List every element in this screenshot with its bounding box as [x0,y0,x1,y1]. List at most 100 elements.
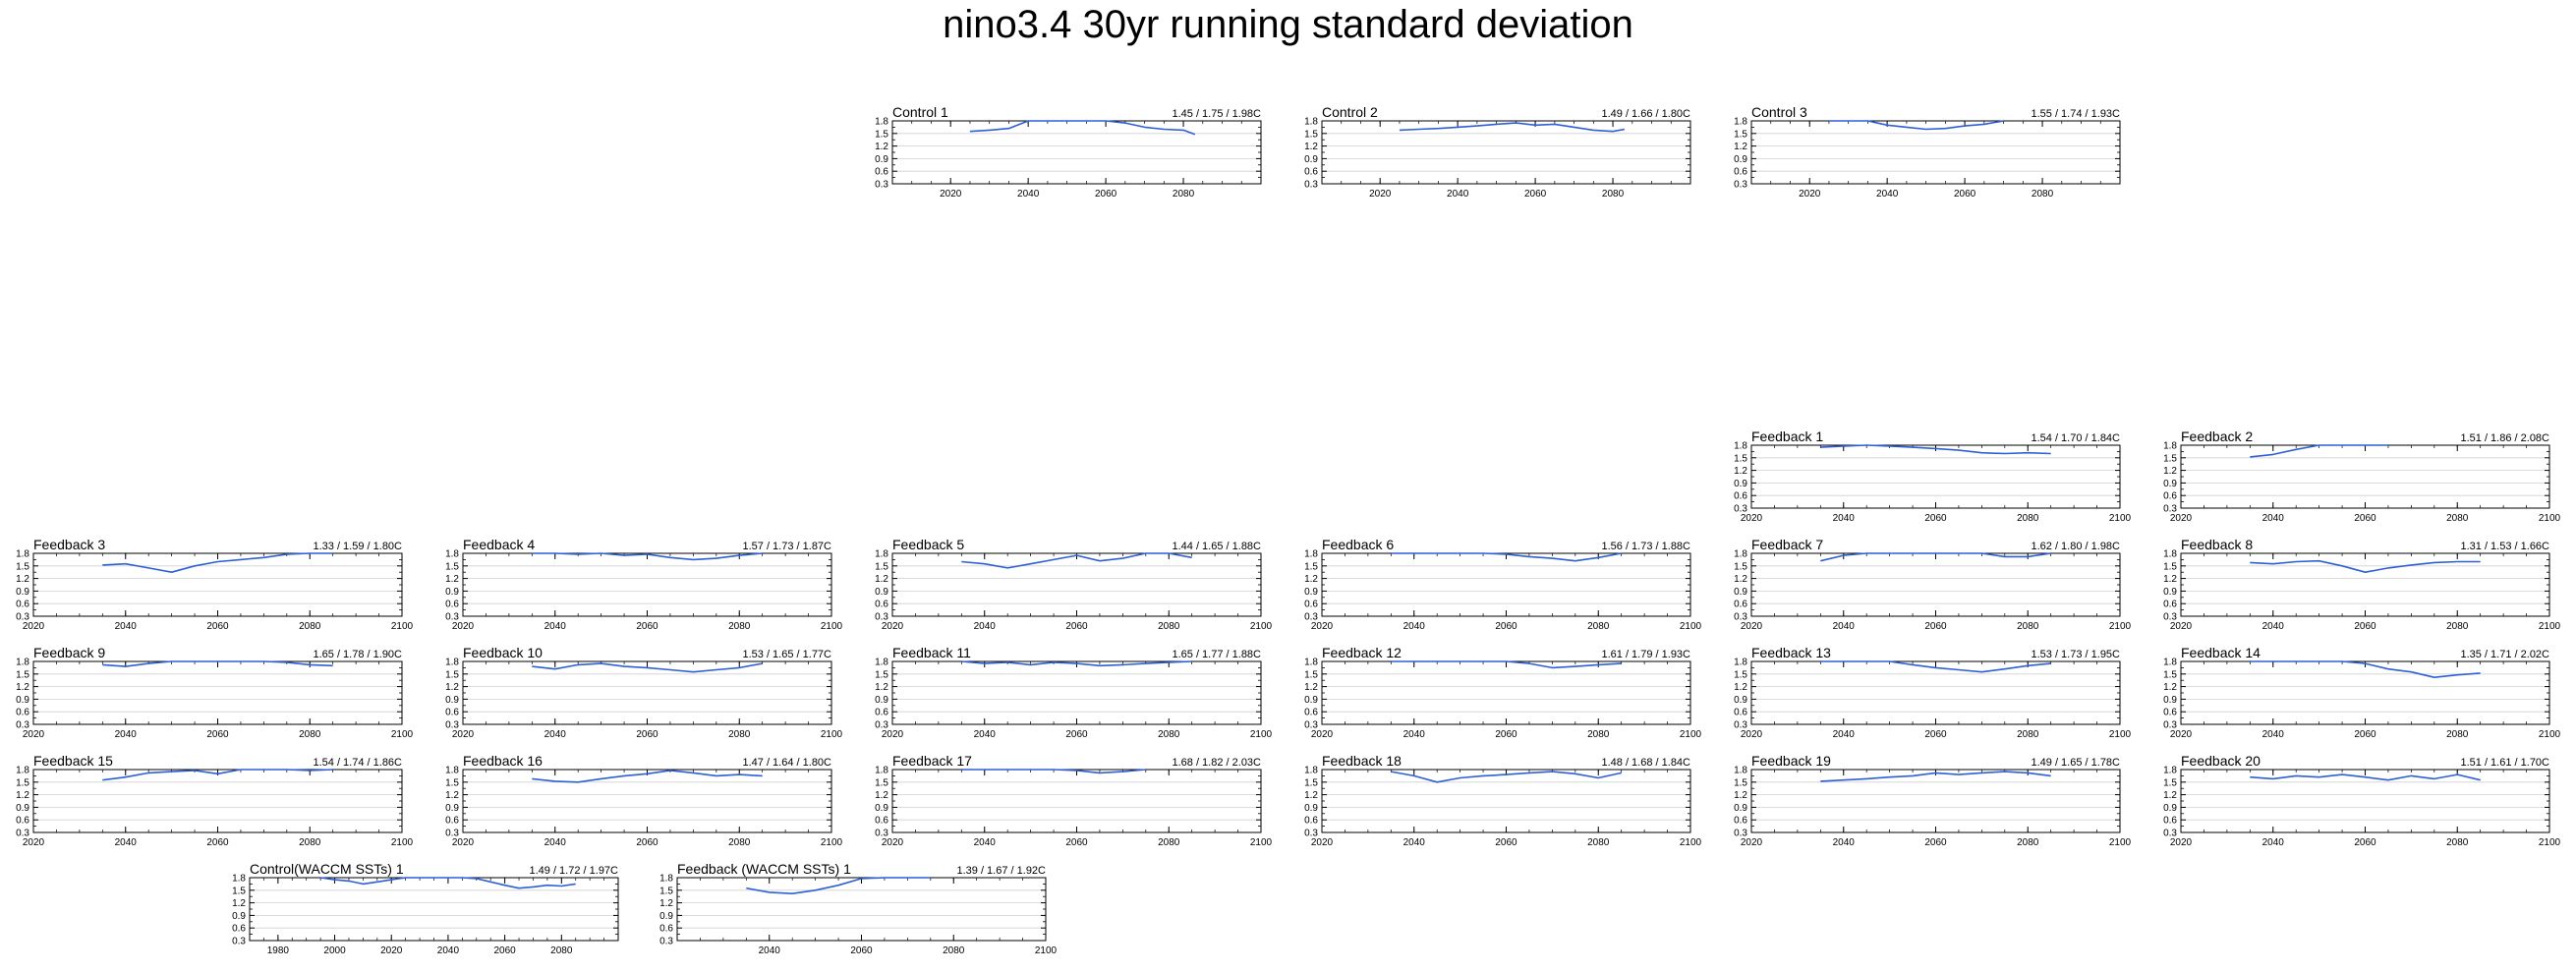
chart-panel-22: 0.3 0.6 0.9 1.2 1.51.8 2020 2040 2060 2080 2100 Fe… [1734,753,2131,848]
x-tick-label: 2020 [1741,513,1763,524]
x-tick-label: 2040 [115,621,138,632]
x-tick-label: 2060 [636,729,658,740]
plot-frame [1750,660,2121,725]
y-tick-label: 1.5 [232,886,246,896]
panel-title: Feedback 17 [892,753,972,769]
y-tick-label: 1.2 [1304,790,1318,801]
y-tick-label: 1.8 [659,874,673,885]
x-tick-label: 2060 [206,621,229,632]
x-tick-label: 2080 [2032,189,2054,200]
x-tick-label: 2100 [1250,837,1273,848]
x-tick-label: 2060 [1924,729,1947,740]
x-tick-label: 2060 [636,837,658,848]
y-tick-label: 0.6 [1304,708,1318,718]
panel-title: Control 1 [892,104,948,120]
x-tick-label: 2100 [1250,621,1273,632]
x-tick-label: 2100 [391,729,414,740]
y-tick-label: 0.3 [875,829,888,839]
y-tick-label: 1.5 [875,777,888,788]
x-tick-label: 2040 [974,621,997,632]
plot-frame [32,769,403,833]
y-tick-label: 0.3 [16,720,29,731]
panel-stats: 1.44 / 1.65 / 1.88C [1172,541,1261,552]
y-tick-label: 0.6 [445,816,459,827]
x-tick-label: 2100 [2109,837,2132,848]
chart-panel-12: 0.3 0.6 0.9 1.2 1.51.8 2020 2040 2060 2080 2100 Fe… [16,645,413,740]
x-tick-label: 2020 [1311,729,1334,740]
y-tick-label: 0.6 [16,816,29,827]
panel-title: Feedback 2 [2181,429,2253,444]
y-tick-label: 0.3 [875,720,888,731]
x-tick-label: 2040 [2262,729,2285,740]
x-tick-label: 2020 [1311,837,1334,848]
y-tick-label: 1.8 [2163,441,2177,452]
x-tick-label: 2040 [1833,729,1856,740]
y-tick-label: 0.9 [2163,803,2177,814]
plot-frame [1750,552,2121,617]
panel-title: Feedback 20 [2181,753,2261,769]
plot-frame [462,660,832,725]
y-tick-label: 0.6 [2163,708,2177,718]
y-tick-label: 1.2 [2163,682,2177,693]
y-tick-label: 0.9 [875,803,888,814]
series-line [1399,122,1626,133]
panel-title: Feedback 15 [33,753,113,769]
y-tick-label: 0.9 [2163,479,2177,489]
y-tick-label: 0.9 [445,695,459,706]
panel-stats: 1.47 / 1.64 / 1.80C [742,757,831,769]
x-tick-label: 2100 [1680,837,1702,848]
chart-panel-15: 0.3 0.6 0.9 1.2 1.51.8 2020 2040 2060 2080 2100 Fe… [1304,645,1701,740]
x-tick-label: 2020 [940,189,962,200]
y-tick-label: 1.5 [2163,453,2177,464]
y-tick-label: 0.6 [1304,600,1318,610]
x-tick-label: 2100 [2109,621,2132,632]
x-tick-label: 2020 [23,837,45,848]
chart-panel-19: 0.3 0.6 0.9 1.2 1.51.8 2020 2040 2060 2080 2100 Fe… [445,753,842,848]
plot-frame [249,877,619,942]
y-tick-label: 0.9 [1734,479,1747,489]
x-tick-label: 2060 [2354,729,2376,740]
y-tick-label: 0.6 [875,816,888,827]
y-tick-label: 1.2 [2163,466,2177,477]
y-tick-label: 1.5 [875,561,888,572]
y-tick-label: 0.6 [16,708,29,718]
y-tick-label: 1.2 [16,790,29,801]
y-tick-label: 1.5 [659,886,673,896]
x-tick-label: 2060 [493,945,516,956]
y-tick-label: 1.5 [1304,129,1318,140]
y-tick-label: 0.6 [2163,600,2177,610]
y-tick-label: 1.8 [875,549,888,560]
y-tick-label: 1.5 [875,129,888,140]
y-tick-label: 0.3 [1304,612,1318,623]
series-line [961,552,1192,569]
y-tick-label: 0.9 [445,587,459,598]
panel-title: Control 2 [1322,104,1378,120]
x-tick-label: 2080 [299,729,321,740]
x-tick-label: 2060 [1495,729,1517,740]
y-tick-label: 1.8 [875,117,888,128]
x-tick-label: 2100 [2539,513,2561,524]
x-tick-label: 2060 [1924,621,1947,632]
x-tick-label: 2020 [2170,513,2193,524]
plot-frame [1750,769,2121,833]
chart-panel-24: 0.3 0.6 0.9 1.2 1.51.8 1980 2000 2020 2040 2060 20… [232,861,619,956]
panel-title: Feedback 14 [2181,645,2261,660]
x-tick-label: 2100 [821,837,843,848]
x-tick-label: 2100 [2539,837,2561,848]
series-line [1820,444,2051,455]
y-tick-label: 0.3 [2163,504,2177,515]
series-line [1828,120,2004,131]
y-tick-label: 0.3 [1304,180,1318,191]
y-tick-label: 1.8 [16,658,29,668]
chart-panel-10: 0.3 0.6 0.9 1.2 1.51.8 2020 2040 2060 2080 2100 Fe… [1734,537,2131,632]
x-tick-label: 2100 [1680,621,1702,632]
series-line [1391,552,1622,562]
x-tick-label: 2060 [1495,621,1517,632]
y-tick-label: 1.2 [1734,574,1747,585]
y-tick-label: 1.8 [1734,549,1747,560]
plot-frame [891,660,1262,725]
y-tick-label: 1.2 [232,898,246,909]
chart-panel-17: 0.3 0.6 0.9 1.2 1.51.8 2020 2040 2060 2080 2100 Fe… [2163,645,2560,740]
series-line [1391,771,1622,783]
x-tick-label: 2100 [2539,621,2561,632]
